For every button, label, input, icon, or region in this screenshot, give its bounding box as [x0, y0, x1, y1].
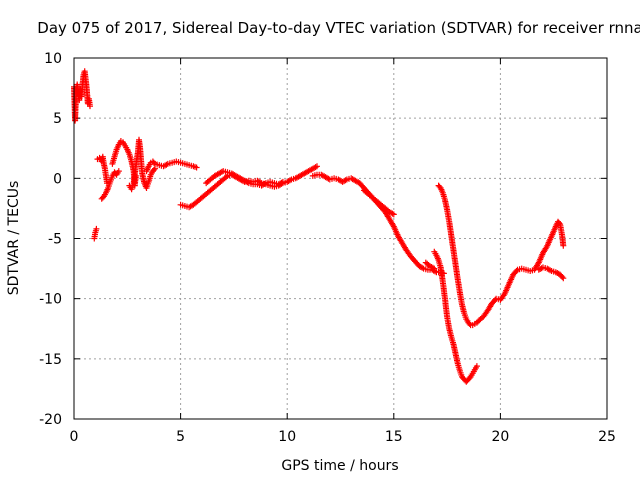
data-point-marker: [87, 103, 93, 110]
data-point-marker: [559, 274, 566, 280]
y-tick-label: -15: [39, 352, 62, 368]
data-point-marker: [560, 242, 567, 249]
y-tick-label: -10: [39, 292, 62, 308]
grid: [74, 58, 607, 419]
data-point-marker: [193, 164, 200, 171]
x-tick-label: 20: [491, 429, 509, 445]
data-point-marker: [560, 275, 567, 282]
tick-labels: 0 5 10 15 20 25 -20 -15 -10 -5 0 5 10: [39, 51, 616, 445]
data-point-marker: [390, 211, 397, 218]
y-tick-label: -20: [39, 412, 62, 428]
data-point-marker: [431, 265, 438, 272]
x-tick-label: 25: [598, 429, 616, 445]
data-point-marker: [314, 163, 320, 170]
y-tick-label: -5: [48, 232, 62, 248]
y-tick-label: 5: [53, 111, 62, 127]
data-point-marker: [93, 225, 100, 232]
data-point-marker: [513, 268, 520, 274]
chart-title: Day 075 of 2017, Sidereal Day-to-day VTE…: [37, 19, 640, 37]
x-tick-label: 15: [385, 429, 403, 445]
x-axis-label: GPS time / hours: [281, 458, 398, 474]
y-axis-label: SDTVAR / TECUs: [6, 181, 22, 296]
data-point-marker: [279, 178, 286, 185]
data-point-marker: [466, 320, 473, 327]
y-tick-label: 0: [53, 171, 62, 187]
plot-border: [73, 57, 608, 420]
x-tick-label: 0: [70, 429, 79, 445]
data-point-marker: [115, 168, 122, 175]
data-point-marker: [150, 166, 157, 173]
y-tick-label: 10: [44, 51, 62, 67]
data-point-marker: [473, 363, 480, 370]
data-point-marker: [150, 159, 157, 166]
x-tick-label: 10: [278, 429, 296, 445]
data-series: [71, 68, 567, 385]
x-tick-label: 5: [176, 429, 185, 445]
